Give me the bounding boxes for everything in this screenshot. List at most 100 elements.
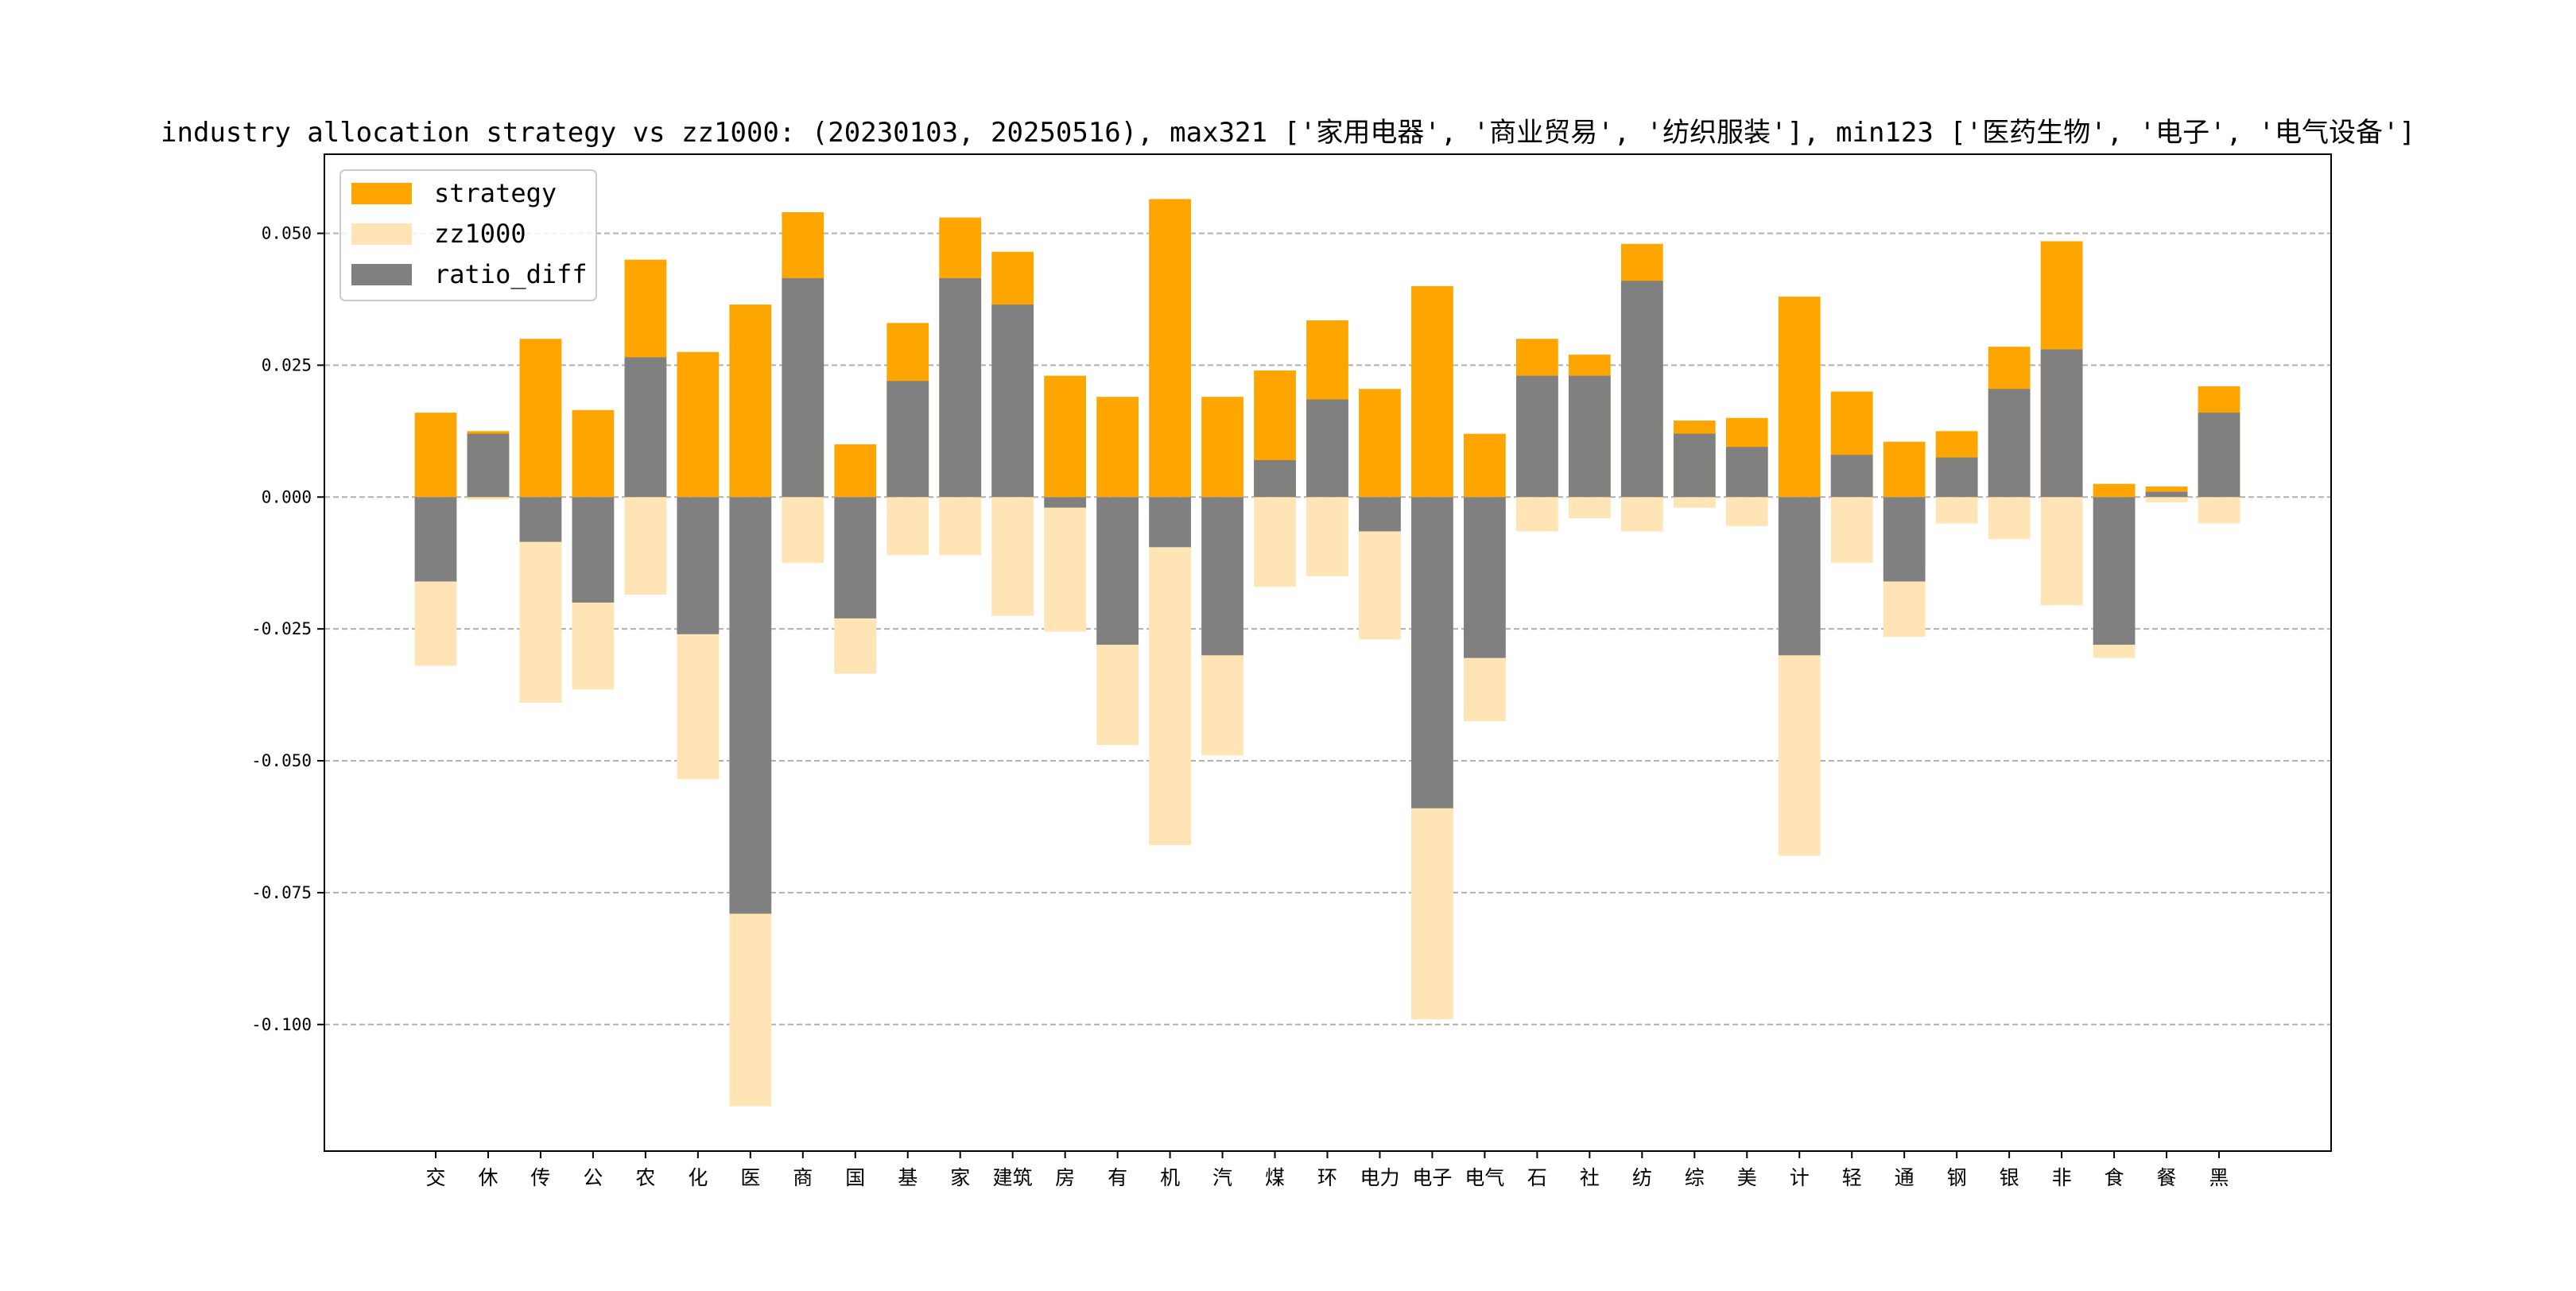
bar-ratio_diff-31	[2040, 349, 2083, 498]
plot-frame	[324, 153, 2332, 1152]
bar-ratio_diff-24	[1673, 433, 1716, 498]
x-tick-label: 家	[950, 1166, 970, 1189]
bar-strategy-6	[729, 304, 772, 498]
bar-zz1000-14	[1149, 497, 1191, 846]
bar-ratio_diff-27	[1830, 455, 1873, 498]
bar-ratio_diff-14	[1149, 497, 1191, 548]
bar-ratio_diff-21	[1515, 375, 1558, 498]
bar-strategy-3	[572, 409, 615, 498]
bar-strategy-12	[1044, 375, 1087, 498]
x-tick-label: 纺	[1632, 1166, 1652, 1189]
x-tick-label: 石	[1527, 1166, 1547, 1189]
bar-strategy-5	[677, 351, 720, 498]
bar-ratio_diff-17	[1306, 399, 1348, 498]
x-tick-label: 银	[2000, 1166, 2019, 1189]
bar-ratio_diff-11	[991, 304, 1034, 498]
bar-zz1000-24	[1673, 497, 1716, 508]
bar-strategy-19	[1411, 285, 1453, 498]
bar-ratio_diff-19	[1411, 497, 1453, 808]
x-tick-label: 建筑	[993, 1166, 1033, 1189]
x-tick-label: 电力	[1360, 1166, 1399, 1189]
bar-zz1000-27	[1830, 497, 1873, 564]
bar-ratio_diff-26	[1778, 497, 1821, 656]
x-tick-label: 汽	[1212, 1166, 1232, 1189]
bar-zz1000-22	[1568, 497, 1611, 518]
x-tick-label: 钢	[1947, 1166, 1967, 1189]
legend: strategy zz1000 ratio_diff	[339, 169, 597, 301]
bar-zz1000-34	[2198, 497, 2240, 524]
bar-zz1000-17	[1306, 497, 1348, 576]
x-tick-label: 餐	[2157, 1166, 2177, 1189]
legend-label-ratio_diff: ratio_diff	[434, 259, 588, 289]
bar-ratio_diff-28	[1883, 497, 1926, 582]
y-tick-label: 0.000	[262, 487, 312, 506]
bar-ratio_diff-10	[939, 277, 982, 498]
x-tick-label: 计	[1790, 1166, 1810, 1189]
x-tick-label: 食	[2105, 1166, 2124, 1189]
bar-ratio_diff-3	[572, 497, 615, 603]
bar-zz1000-21	[1515, 497, 1558, 532]
x-tick-label: 社	[1580, 1166, 1600, 1189]
bar-ratio_diff-22	[1568, 375, 1611, 498]
y-tick-label: -0.100	[251, 1015, 312, 1034]
x-tick-label: 电子	[1412, 1166, 1452, 1189]
x-tick-label: 国	[845, 1166, 865, 1189]
bar-ratio_diff-25	[1725, 447, 1768, 498]
y-tick-label: -0.075	[251, 883, 312, 902]
x-tick-label: 交	[425, 1166, 445, 1189]
x-tick-label: 商	[793, 1166, 813, 1189]
bar-strategy-0	[414, 413, 457, 498]
bar-strategy-2	[519, 339, 562, 498]
bar-ratio_diff-1	[467, 433, 510, 498]
x-tick-label: 轻	[1842, 1166, 1862, 1189]
x-tick-label: 电气	[1465, 1166, 1504, 1189]
x-tick-label: 综	[1685, 1166, 1705, 1189]
bar-ratio_diff-7	[782, 277, 824, 498]
x-tick-label: 环	[1317, 1166, 1337, 1189]
bar-ratio_diff-34	[2198, 413, 2240, 498]
bar-ratio_diff-2	[519, 497, 562, 542]
x-tick-label: 农	[635, 1166, 655, 1189]
bar-ratio_diff-30	[1988, 389, 2031, 498]
bar-strategy-15	[1201, 397, 1243, 498]
y-tick-label: -0.025	[251, 619, 312, 638]
bar-zz1000-29	[1935, 497, 1978, 524]
bars	[414, 199, 2240, 1107]
y-tick-label: -0.050	[251, 751, 312, 770]
bar-zz1000-30	[1988, 497, 2031, 540]
x-tick-label: 机	[1160, 1166, 1180, 1189]
bar-strategy-26	[1778, 297, 1821, 498]
y-tick-label: 0.050	[262, 224, 312, 243]
bar-ratio_diff-12	[1044, 497, 1087, 508]
bar-strategy-20	[1464, 433, 1506, 498]
bar-strategy-28	[1883, 441, 1926, 498]
bar-zz1000-16	[1254, 497, 1296, 587]
bar-strategy-14	[1149, 199, 1191, 498]
bar-ratio_diff-0	[414, 497, 457, 582]
x-tick-label: 美	[1737, 1166, 1757, 1189]
legend-label-strategy: strategy	[434, 178, 557, 208]
bar-zz1000-31	[2040, 497, 2083, 606]
bar-zz1000-11	[991, 497, 1034, 616]
x-tick-label: 化	[688, 1166, 708, 1189]
x-tick-label: 公	[583, 1166, 603, 1189]
legend-swatch-ratio_diff	[351, 264, 412, 285]
bar-ratio_diff-9	[886, 381, 929, 498]
bar-zz1000-25	[1725, 497, 1768, 526]
bar-ratio_diff-29	[1935, 457, 1978, 498]
x-tick-label: 传	[530, 1166, 550, 1189]
bar-ratio_diff-23	[1620, 281, 1663, 498]
bar-zz1000-4	[624, 497, 667, 595]
bar-ratio_diff-16	[1254, 459, 1296, 498]
bar-zz1000-23	[1620, 497, 1663, 532]
x-tick-label: 黑	[2209, 1166, 2229, 1189]
x-tick-label: 基	[898, 1166, 918, 1189]
bar-zz1000-10	[939, 497, 982, 556]
legend-swatch-zz1000	[351, 223, 412, 245]
x-tick-label: 通	[1895, 1166, 1915, 1189]
x-tick-label: 房	[1055, 1166, 1075, 1189]
x-tick-label: 非	[2052, 1166, 2072, 1189]
bar-ratio_diff-13	[1096, 497, 1139, 646]
x-tick-label: 煤	[1265, 1166, 1285, 1189]
